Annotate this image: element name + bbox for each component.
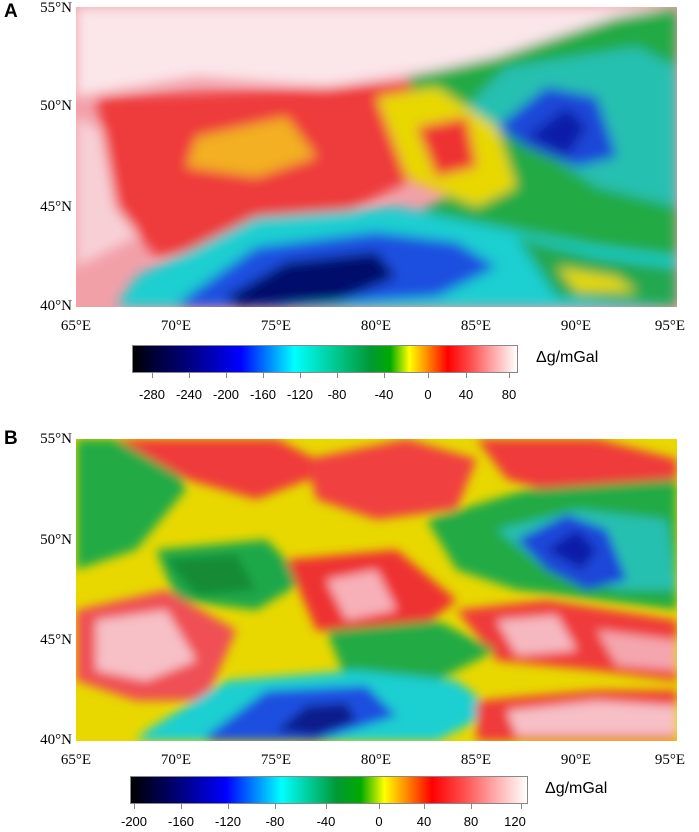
- lon-label-75e-a: 75°E: [260, 318, 292, 334]
- lon-label-70e-b: 70°E: [160, 752, 192, 768]
- tick: [189, 372, 190, 378]
- lon-label-95e-a: 95°E: [654, 318, 686, 334]
- lon-label-85e-b: 85°E: [460, 752, 492, 768]
- tick: [300, 372, 301, 378]
- tick: [326, 803, 327, 809]
- colorbar-a-tick-label: -40: [374, 387, 394, 402]
- lat-label-55n-b: 55°N: [40, 431, 72, 447]
- colorbar-a-tick-label: 80: [501, 387, 517, 402]
- tick: [337, 372, 338, 378]
- lat-label-40n-b: 40°N: [40, 732, 72, 748]
- colorbar-a-ticks: [132, 372, 516, 384]
- colorbar-b-tick-label: 40: [416, 814, 432, 829]
- colorbar-a-tick-label: 0: [424, 387, 432, 402]
- colorbar-b: [130, 776, 528, 804]
- tick: [379, 803, 380, 809]
- lon-label-80e-a: 80°E: [360, 318, 392, 334]
- tick: [226, 372, 227, 378]
- tick: [384, 372, 385, 378]
- lon-label-80e-b: 80°E: [360, 752, 392, 768]
- lat-label-40n-a: 40°N: [40, 298, 72, 314]
- colorbar-b-tick-label: 120: [504, 814, 526, 829]
- colorbar-b-tick-label: -200: [120, 814, 148, 829]
- lon-label-65e-b: 65°E: [60, 752, 92, 768]
- map-a-raster: [76, 7, 677, 307]
- tick: [471, 803, 472, 809]
- lat-label-45n-a: 45°N: [40, 199, 72, 215]
- colorbar-b-ticks: [130, 803, 526, 815]
- colorbar-b-tick-label: -40: [316, 814, 336, 829]
- colorbar-a-tick-label: 40: [458, 387, 474, 402]
- lat-label-55n-a: 55°N: [40, 0, 72, 16]
- tick: [466, 372, 467, 378]
- gravity-anomaly-map-a: [76, 7, 677, 307]
- lon-label-75e-b: 75°E: [260, 752, 292, 768]
- colorbar-a-tick-label: -80: [327, 387, 347, 402]
- colorbar-b-tick-label: -120: [214, 814, 242, 829]
- lat-label-50n-b: 50°N: [40, 532, 72, 548]
- lat-label-50n-a: 50°N: [40, 98, 72, 114]
- colorbar-b-tick-label: -80: [265, 814, 285, 829]
- panel-b-label: B: [4, 428, 18, 449]
- lon-label-90e-b: 90°E: [560, 752, 592, 768]
- tick: [263, 372, 264, 378]
- tick: [428, 372, 429, 378]
- colorbar-b-unit: Δg/mGal: [545, 780, 608, 797]
- colorbar-b-tick-label: 80: [463, 814, 479, 829]
- tick: [424, 803, 425, 809]
- tick: [152, 372, 153, 378]
- tick: [134, 803, 135, 809]
- colorbar-a-tick-label: -240: [175, 387, 203, 402]
- gravity-anomaly-map-b: [76, 439, 677, 741]
- tick: [521, 803, 522, 809]
- colorbar-a-tick-label: -200: [212, 387, 240, 402]
- tick: [509, 372, 510, 378]
- colorbar-b-tick-label: -160: [167, 814, 195, 829]
- tick: [228, 803, 229, 809]
- lon-label-85e-a: 85°E: [460, 318, 492, 334]
- colorbar-a-tick-label: -280: [138, 387, 166, 402]
- colorbar-a-tick-label: -160: [249, 387, 277, 402]
- lon-label-70e-a: 70°E: [160, 318, 192, 334]
- colorbar-a-tick-label: -120: [286, 387, 314, 402]
- tick: [181, 803, 182, 809]
- colorbar-a-unit: Δg/mGal: [536, 349, 599, 366]
- panel-a-label: A: [4, 1, 18, 22]
- map-b-raster: [76, 439, 677, 741]
- colorbar-a: [132, 345, 518, 373]
- lon-label-95e-b: 95°E: [654, 752, 686, 768]
- lat-label-45n-b: 45°N: [40, 632, 72, 648]
- colorbar-b-tick-label: 0: [375, 814, 383, 829]
- lon-label-65e-a: 65°E: [60, 318, 92, 334]
- lon-label-90e-a: 90°E: [560, 318, 592, 334]
- tick: [275, 803, 276, 809]
